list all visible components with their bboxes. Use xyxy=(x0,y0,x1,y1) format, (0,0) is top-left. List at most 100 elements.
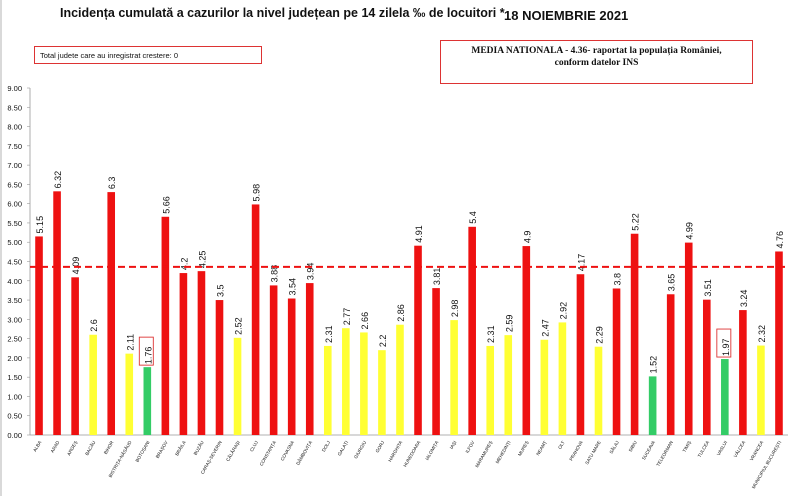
value-label-box xyxy=(716,328,732,358)
bar xyxy=(775,251,783,435)
value-label: 2.47 xyxy=(540,319,550,337)
value-label: 1.76 xyxy=(143,347,153,365)
y-tick-label: 6.50 xyxy=(7,180,22,189)
category-label: VÂLCEA xyxy=(732,439,747,459)
value-label: 4.9 xyxy=(522,231,532,244)
category-label: BACĂU xyxy=(83,440,96,457)
bar xyxy=(666,294,675,435)
category-label: ILFOV xyxy=(465,439,476,454)
bar xyxy=(71,277,79,435)
category-label: OLT xyxy=(557,440,566,450)
category-label: GALAȚI xyxy=(337,440,350,457)
category-label: MARAMUREȘ xyxy=(474,440,493,468)
bar xyxy=(233,337,242,435)
bar xyxy=(360,332,368,435)
y-tick-label: 1.00 xyxy=(7,392,22,401)
category-label: DOLJ xyxy=(321,440,331,453)
category-label: BUZĂU xyxy=(192,440,205,456)
category-label: CARAȘ-SEVERIN xyxy=(200,440,223,475)
bar xyxy=(648,376,657,435)
bar xyxy=(540,339,549,435)
bar xyxy=(53,191,61,435)
value-label: 3.81 xyxy=(432,268,442,286)
value-label: 3.51 xyxy=(703,279,713,297)
value-label-box xyxy=(138,336,154,366)
value-label: 1.52 xyxy=(649,356,659,374)
bar xyxy=(558,322,567,435)
bar xyxy=(684,242,693,435)
value-label: 2.98 xyxy=(450,300,460,318)
value-label: 3.94 xyxy=(306,263,316,281)
category-label: IAȘI xyxy=(449,440,458,450)
y-tick-label: 8.00 xyxy=(7,123,22,132)
bar xyxy=(612,288,621,435)
growth-note-box: Total judete care au inregistrat crester… xyxy=(34,46,262,64)
value-label: 3.8 xyxy=(613,273,623,286)
bar xyxy=(414,245,422,435)
value-label: 2.77 xyxy=(342,308,352,326)
category-label: NEAMȚ xyxy=(535,440,547,457)
y-tick-label: 5.00 xyxy=(7,238,22,247)
value-label: 2.11 xyxy=(125,334,135,351)
y-tick-label: 4.00 xyxy=(7,277,22,286)
value-label: 3.54 xyxy=(288,278,298,296)
value-label: 5.15 xyxy=(35,216,45,234)
value-label: 5.4 xyxy=(468,211,478,224)
value-label: 2.32 xyxy=(757,325,767,343)
bar xyxy=(323,345,332,435)
category-label: CONSTANȚA xyxy=(259,439,278,467)
bar xyxy=(630,233,639,435)
value-label: 2.29 xyxy=(595,326,605,344)
category-label: VASLUI xyxy=(716,440,728,456)
bar xyxy=(432,288,440,435)
national-average-line1: MEDIA NATIONALA - 4.36- raportat la popu… xyxy=(471,46,722,56)
category-label: DÂMBOVIȚA xyxy=(294,439,313,466)
category-label: GORJ xyxy=(375,440,386,454)
category-label: TELEORMAN xyxy=(655,440,674,467)
bar xyxy=(468,226,476,435)
national-average-line2: conform datelor INS xyxy=(554,58,639,68)
bar xyxy=(161,216,170,435)
bar xyxy=(143,367,152,435)
bar xyxy=(197,271,206,435)
category-label: CĂLĂRAȘI xyxy=(224,440,241,463)
bar xyxy=(576,274,585,435)
value-label: 3.88 xyxy=(270,265,280,283)
value-label: 4.25 xyxy=(197,251,207,269)
value-label: 2.86 xyxy=(396,304,406,322)
bar xyxy=(305,283,314,435)
value-label: 4.91 xyxy=(414,225,424,243)
category-label: SIBIU xyxy=(628,440,638,453)
y-tick-label: 3.50 xyxy=(7,296,22,305)
bar xyxy=(215,300,224,435)
value-label: 3.65 xyxy=(667,274,677,292)
y-tick-label: 4.50 xyxy=(7,258,22,267)
y-tick-label: 2.50 xyxy=(7,335,22,344)
category-label: IALOMIȚA xyxy=(424,439,440,461)
value-label: 4.99 xyxy=(685,222,695,240)
bar xyxy=(702,299,711,435)
chart-date: 18 NOIEMBRIE 2021 xyxy=(504,8,629,23)
bar xyxy=(35,236,43,435)
y-tick-label: 2.00 xyxy=(7,354,22,363)
value-label: 3.5 xyxy=(216,285,226,298)
category-label: COVASNA xyxy=(280,439,296,461)
y-tick-label: 0.50 xyxy=(7,412,22,421)
category-label: MUREȘ xyxy=(517,440,530,457)
y-tick-label: 9.00 xyxy=(7,84,22,93)
category-label: HUNEDOARA xyxy=(402,439,421,468)
y-tick-label: 6.00 xyxy=(7,200,22,209)
value-label: 2.52 xyxy=(234,317,244,335)
category-label: TIMIȘ xyxy=(682,440,692,453)
bar xyxy=(89,334,97,435)
value-label: 2.2 xyxy=(378,335,388,348)
category-label: TULCEA xyxy=(697,439,711,458)
bar xyxy=(396,324,404,435)
value-label: 3.24 xyxy=(739,290,749,308)
value-label: 6.32 xyxy=(53,171,63,189)
value-label: 5.98 xyxy=(252,184,262,202)
chart-title: Incidența cumulată a cazurilor la nivel … xyxy=(60,6,505,20)
bar xyxy=(107,192,116,435)
y-tick-label: 7.00 xyxy=(7,161,22,170)
